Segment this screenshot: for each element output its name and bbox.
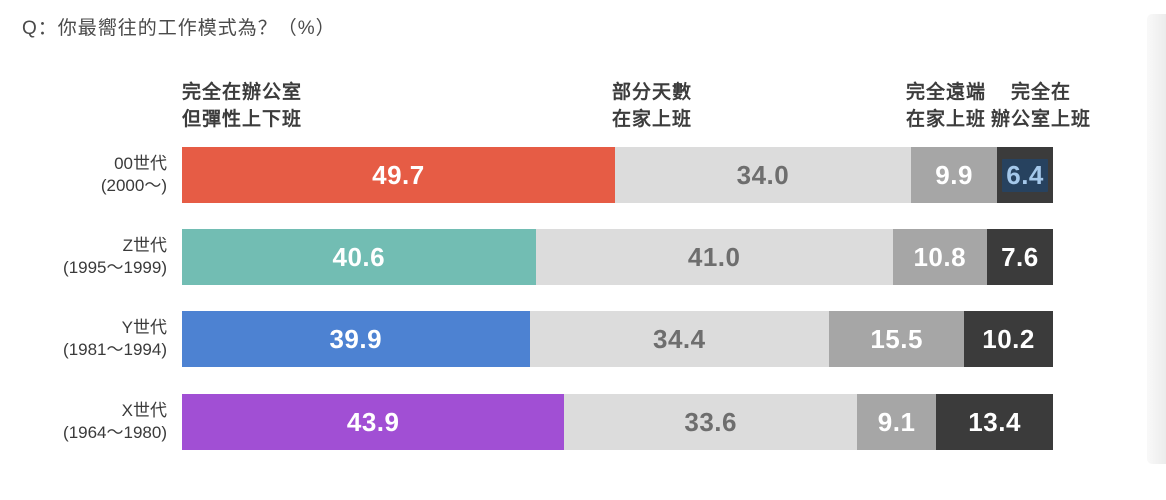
bar-row: Z世代 (1995～1999) 40.6 41.0 10.8 7.6	[0, 229, 1053, 285]
bar-segment: 34.4	[529, 311, 830, 367]
bar-segment: 10.8	[892, 229, 987, 285]
segment-value-label: 43.9	[346, 406, 400, 437]
segment-value-label: 40.6	[332, 241, 386, 272]
segment-value-label: 39.9	[329, 323, 383, 354]
stacked-bar: 39.9 34.4 15.5 10.2	[182, 311, 1053, 367]
bar-segment: 40.6	[182, 229, 536, 285]
segment-value-label: 6.4	[1002, 158, 1048, 192]
generation-period: (1981～1994)	[63, 340, 167, 359]
generation-label: Y世代 (1981～1994)	[0, 311, 167, 367]
generation-name: 00世代	[114, 154, 167, 173]
segment-header-line: 部分天數	[612, 82, 693, 103]
segment-header-line: 但彈性上下班	[182, 109, 303, 130]
bar-segment: 15.5	[829, 311, 965, 367]
bar-segment: 6.4	[997, 147, 1053, 203]
segment-value-label: 7.6	[1001, 241, 1039, 272]
segment-value-label: 9.1	[877, 406, 916, 437]
bar-segment: 34.0	[614, 147, 911, 203]
stacked-bar: 43.9 33.6 9.1 13.4	[182, 394, 1053, 450]
generation-name: Z世代	[122, 236, 167, 255]
segment-value-label: 34.0	[736, 159, 790, 190]
bar-segment: 39.9	[182, 311, 530, 367]
segment-value-label: 15.5	[870, 323, 923, 354]
segment-header-full-office: 完全在 辦公室上班	[990, 79, 1092, 133]
segment-header-line: 在家上班	[612, 109, 693, 130]
segment-value-label: 10.8	[913, 241, 967, 272]
generation-period: (2000～)	[100, 176, 167, 195]
bar-row: X世代 (1964～1980) 43.9 33.6 9.1 13.4	[0, 394, 1053, 450]
bar-segment: 49.7	[182, 147, 615, 203]
segment-header-line: 完全在	[1010, 82, 1071, 103]
segment-value-label: 41.0	[687, 241, 741, 272]
segment-value-label: 34.4	[653, 323, 706, 354]
chart-title: Q：你最嚮往的工作模式為？（%）	[22, 18, 336, 39]
generation-label: Z世代 (1995～1999)	[0, 229, 167, 285]
generation-label: 00世代 (2000～)	[0, 147, 167, 203]
segment-value-label: 9.9	[935, 159, 973, 190]
bar-row: 00世代 (2000～) 49.7 34.0 9.9 6.4	[0, 147, 1053, 203]
segment-value-label: 13.4	[968, 406, 1021, 437]
generation-name: X世代	[121, 401, 167, 420]
stacked-bar: 49.7 34.0 9.9 6.4	[182, 147, 1053, 203]
segment-header-line: 完全在辦公室	[182, 82, 303, 103]
segment-header-flex-office: 完全在辦公室 但彈性上下班	[182, 79, 302, 133]
bar-segment: 9.1	[857, 394, 937, 450]
segment-value-label: 10.2	[982, 323, 1035, 354]
bar-segment: 33.6	[564, 394, 857, 450]
bar-segment: 43.9	[182, 394, 565, 450]
bar-segment: 7.6	[986, 229, 1053, 285]
bar-row: Y世代 (1981～1994) 39.9 34.4 15.5 10.2	[0, 311, 1053, 367]
bar-segment: 41.0	[535, 229, 893, 285]
segment-header-line: 辦公室上班	[990, 109, 1091, 130]
segment-header-partial-wfh: 部分天數 在家上班	[612, 79, 692, 133]
segment-header-line: 在家上班	[906, 109, 987, 130]
page-edge-shadow	[1147, 14, 1166, 464]
generation-name: Y世代	[121, 318, 167, 337]
segment-value-label: 33.6	[684, 406, 737, 437]
bar-rows: 00世代 (2000～) 49.7 34.0 9.9 6.4 Z世代 (1995～1999) 4…	[0, 147, 1053, 450]
bar-segment: 9.9	[911, 147, 998, 203]
generation-period: (1995～1999)	[63, 258, 167, 277]
generation-label: X世代 (1964～1980)	[0, 394, 167, 450]
bar-segment: 13.4	[936, 394, 1053, 450]
segment-value-label: 49.7	[372, 159, 425, 190]
segment-header-full-remote: 完全遠端 在家上班	[906, 79, 986, 133]
generation-period: (1964～1980)	[63, 423, 167, 442]
bar-segment: 10.2	[964, 311, 1053, 367]
stacked-bar: 40.6 41.0 10.8 7.6	[182, 229, 1053, 285]
segment-header-line: 完全遠端	[906, 82, 987, 103]
